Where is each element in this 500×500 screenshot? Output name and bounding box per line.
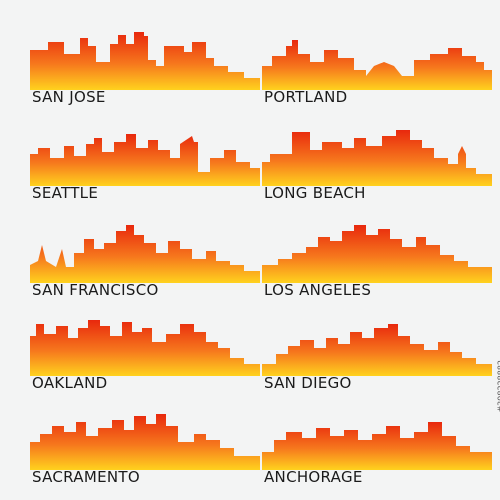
- san-francisco-silhouette: [30, 225, 260, 283]
- portland-silhouette: [262, 40, 492, 90]
- san-jose-silhouette: [30, 32, 260, 90]
- city-name: OAKLAND: [32, 374, 108, 392]
- city-name: SAN DIEGO: [264, 374, 352, 392]
- city-name: LOS ANGELES: [264, 281, 372, 299]
- los-angeles-silhouette: [262, 225, 492, 283]
- sacramento-silhouette: [30, 414, 260, 470]
- oakland-silhouette: [30, 320, 260, 376]
- anchorage-silhouette: [262, 422, 492, 470]
- city-name: SAN FRANCISCO: [32, 281, 159, 299]
- city-name: ANCHORAGE: [264, 468, 363, 486]
- city-name: SAN JOSE: [32, 88, 106, 106]
- san-diego-silhouette: [262, 324, 492, 376]
- city-name: SEATTLE: [32, 184, 99, 202]
- city-name: LONG BEACH: [264, 184, 366, 202]
- long-beach-silhouette: [262, 130, 492, 186]
- city-name: PORTLAND: [264, 88, 348, 106]
- seattle-silhouette: [30, 134, 260, 186]
- city-name: SACRAMENTO: [32, 468, 140, 486]
